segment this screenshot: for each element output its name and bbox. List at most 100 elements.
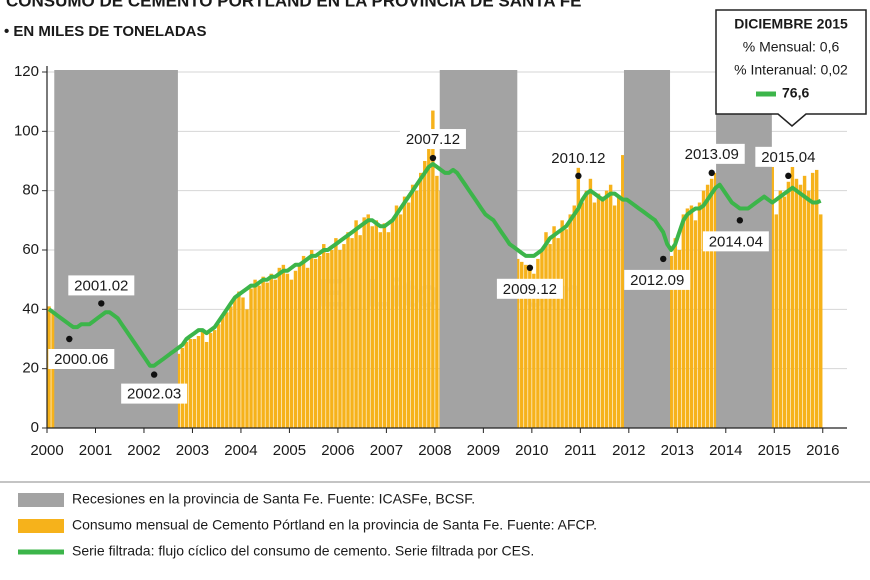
bar [802, 175, 807, 428]
bar [568, 214, 572, 428]
bar [798, 184, 803, 428]
bar [604, 190, 609, 428]
bar [693, 220, 698, 428]
bar [370, 226, 374, 428]
annotation-dot [660, 255, 667, 263]
annotation-label: 2015.04 [761, 149, 815, 166]
bar [285, 273, 290, 428]
bar [253, 279, 257, 428]
y-tick-label: 20 [22, 360, 39, 377]
y-tick-label: 40 [22, 300, 39, 317]
bar [346, 232, 350, 428]
bar [689, 205, 694, 428]
bar [402, 196, 407, 428]
x-tick-label: 2001 [79, 442, 112, 459]
y-tick-label: 120 [14, 63, 39, 80]
bar [681, 214, 686, 428]
legend-label: Recesiones en la provincia de Santa Fe. … [72, 491, 475, 507]
x-tick-label: 2008 [418, 442, 451, 459]
bar [297, 264, 302, 428]
bar [301, 255, 306, 428]
x-tick-label: 2004 [224, 442, 257, 459]
bar [584, 190, 589, 428]
bar [794, 178, 799, 428]
bar [330, 250, 334, 428]
bar [378, 232, 383, 428]
annotation-label: 2010.12 [551, 150, 605, 167]
bar [269, 273, 273, 428]
bar [713, 172, 718, 428]
bar [326, 252, 330, 428]
bar [265, 282, 269, 428]
x-tick-label: 2009 [467, 442, 500, 459]
bar [612, 205, 617, 428]
bar [382, 223, 387, 428]
tooltip-title: DICIEMBRE 2015 [734, 16, 848, 32]
tooltip-value: 76,6 [782, 85, 809, 101]
annotation-bg [755, 146, 822, 167]
bar [427, 146, 431, 428]
bar [532, 273, 536, 428]
bar [556, 238, 560, 428]
bar [778, 190, 783, 428]
bar [277, 267, 282, 428]
x-tick-label: 2011 [564, 442, 596, 459]
bar [257, 285, 261, 428]
tooltip: DICIEMBRE 2015 % Mensual: 0,6 % Interanual… [715, 9, 867, 127]
annotation-bg [545, 147, 612, 168]
bar [790, 166, 795, 428]
bar [200, 330, 205, 428]
y-tick-label: 0 [31, 419, 39, 436]
x-tick-label: 2015 [758, 442, 791, 459]
bar [685, 208, 690, 428]
legend-label: Consumo mensual de Cemento Pórtland en l… [72, 517, 597, 533]
bar [536, 258, 540, 428]
annotation-dot [98, 300, 105, 307]
bar [673, 238, 678, 428]
annotation-bg [399, 129, 466, 150]
bar [237, 291, 241, 428]
bar [701, 190, 706, 428]
legend: Recesiones en la provincia de Santa Fe. … [18, 491, 597, 559]
bar [588, 178, 593, 428]
bar [596, 193, 601, 428]
annotation-label: 2007.12 [406, 131, 460, 148]
bar [313, 258, 318, 428]
bar [552, 226, 556, 428]
bar [225, 312, 229, 428]
x-tick-label: 2016 [806, 442, 839, 459]
bar [249, 288, 253, 428]
bar [580, 202, 585, 428]
bar [281, 264, 286, 428]
annotation-bg [678, 143, 745, 164]
bar [386, 232, 391, 428]
bar [560, 220, 564, 428]
bar [221, 315, 225, 428]
bar [806, 190, 811, 428]
bar [786, 181, 791, 428]
y-tick-label: 100 [14, 122, 39, 139]
bar [188, 339, 193, 428]
annotation-label: 2013.09 [685, 146, 739, 163]
annotation-bg [68, 275, 135, 296]
annotation-bg [496, 278, 563, 299]
bar [192, 339, 197, 428]
bar [261, 276, 265, 428]
annotation-dot [708, 169, 715, 177]
bar [334, 238, 338, 428]
bar [810, 172, 815, 428]
annotation-label: 2014.04 [709, 233, 763, 250]
bar [305, 267, 310, 428]
bar [600, 196, 605, 428]
legend-label: Serie filtrada: flujo cíclico del consum… [72, 543, 534, 559]
plot-area: 020406080100120El Litoral.com20002001200… [14, 63, 847, 459]
bar [705, 184, 710, 428]
bar [390, 220, 395, 428]
bar [709, 178, 714, 428]
bar [358, 235, 362, 428]
annotation-dot [429, 154, 437, 162]
bar [814, 169, 819, 428]
annotation-bg [624, 269, 691, 290]
x-tick-label: 2000 [30, 442, 63, 459]
bar [524, 264, 528, 428]
